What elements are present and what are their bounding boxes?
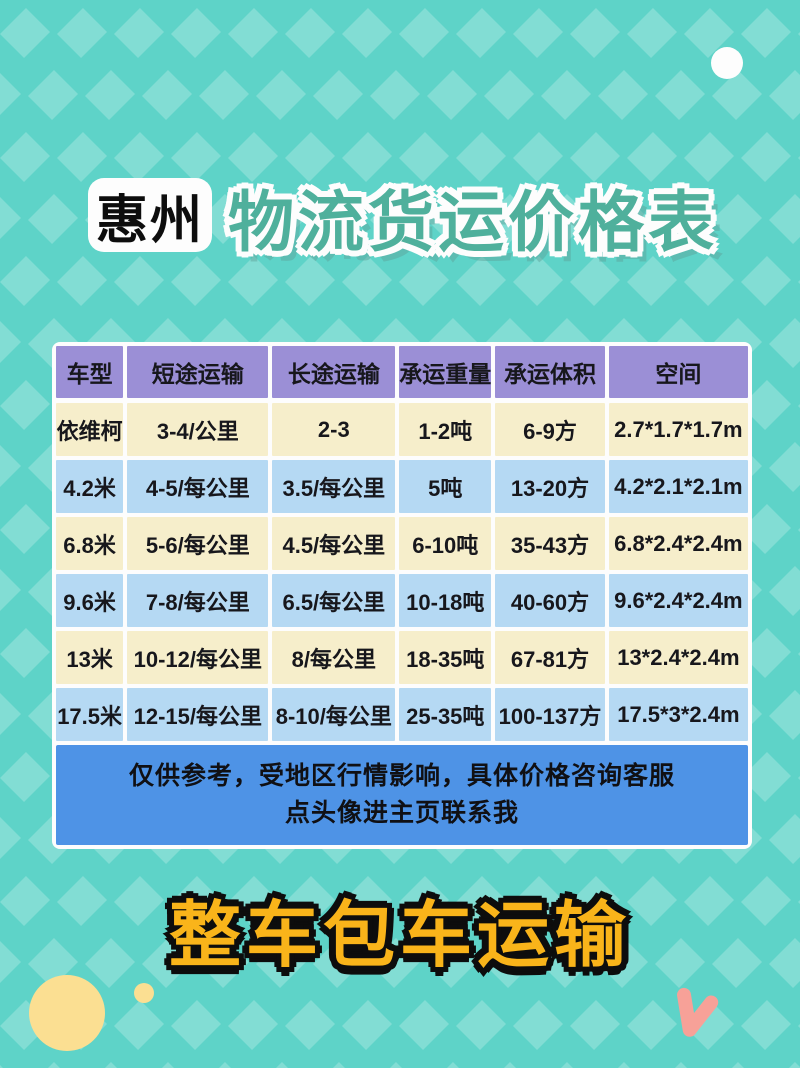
column-header: 承运体积 <box>495 346 605 398</box>
table-cell: 4.2米 <box>56 460 124 513</box>
table-cell: 13米 <box>56 631 124 684</box>
table-cell: 依维柯 <box>56 403 124 456</box>
table-cell: 2-3 <box>272 403 396 456</box>
notice-line-2: 点头像进主页联系我 <box>284 798 519 827</box>
table-cell: 7-8/每公里 <box>127 574 269 627</box>
column-header: 空间 <box>608 346 748 398</box>
column-header: 车型 <box>56 346 124 398</box>
table-cell: 6-9方 <box>495 403 605 456</box>
table-cell: 35-43方 <box>495 517 605 570</box>
price-table: 车型 短途运输 长途运输 承运重量 承运体积 空间依维柯 3-4/公里 2-3 1-2吨 6-9方… <box>56 346 748 741</box>
table-cell: 9.6*2.4*2.4m <box>608 574 748 627</box>
footer-slogan: 整车包车运输 <box>168 896 631 976</box>
table-cell: 3-4/公里 <box>127 403 269 456</box>
page-title: 物流货运价格表 <box>228 185 718 259</box>
table-cell: 4.2*2.1*2.1m <box>608 460 748 513</box>
notice-box: 仅供参考，受地区行情影响，具体价格咨询客服 点头像进主页联系我 <box>56 745 748 845</box>
notice-line-1: 仅供参考，受地区行情影响，具体价格咨询客服 <box>128 762 675 790</box>
table-cell: 17.5米 <box>56 688 124 741</box>
table-cell: 5吨 <box>399 460 492 513</box>
table-cell: 10-12/每公里 <box>127 631 269 684</box>
column-header: 长途运输 <box>272 346 396 398</box>
price-panel: 车型 短途运输 长途运输 承运重量 承运体积 空间依维柯 3-4/公里 2-3 1-2吨 6-9方… <box>52 342 752 849</box>
table-cell: 40-60方 <box>495 574 605 627</box>
table-cell: 3.5/每公里 <box>272 460 396 513</box>
circle-decoration-top-right <box>711 47 743 79</box>
city-badge-label: 惠州 <box>95 191 204 250</box>
table-cell: 10-18吨 <box>399 574 492 627</box>
city-badge: 惠州 <box>88 178 212 252</box>
table-cell: 6-10吨 <box>399 517 492 570</box>
table-cell: 67-81方 <box>495 631 605 684</box>
circle-decoration-bottom-left <box>29 975 105 1051</box>
table-cell: 5-6/每公里 <box>127 517 269 570</box>
table-cell: 4.5/每公里 <box>272 517 396 570</box>
table-cell: 2.7*1.7*1.7m <box>608 403 748 456</box>
circle-decoration-bottom-left-small <box>134 983 154 1003</box>
table-cell: 8-10/每公里 <box>272 688 396 741</box>
table-cell: 17.5*3*2.4m <box>608 688 748 741</box>
table-cell: 9.6米 <box>56 574 124 627</box>
column-header: 承运重量 <box>399 346 492 398</box>
table-cell: 4-5/每公里 <box>127 460 269 513</box>
table-cell: 25-35吨 <box>399 688 492 741</box>
table-cell: 6.8米 <box>56 517 124 570</box>
table-cell: 8/每公里 <box>272 631 396 684</box>
table-cell: 6.5/每公里 <box>272 574 396 627</box>
table-cell: 13-20方 <box>495 460 605 513</box>
column-header: 短途运输 <box>127 346 269 398</box>
table-cell: 12-15/每公里 <box>127 688 269 741</box>
table-cell: 100-137方 <box>495 688 605 741</box>
heart-icon <box>677 987 719 1037</box>
table-cell: 18-35吨 <box>399 631 492 684</box>
table-cell: 1-2吨 <box>399 403 492 456</box>
table-cell: 13*2.4*2.4m <box>608 631 748 684</box>
table-cell: 6.8*2.4*2.4m <box>608 517 748 570</box>
